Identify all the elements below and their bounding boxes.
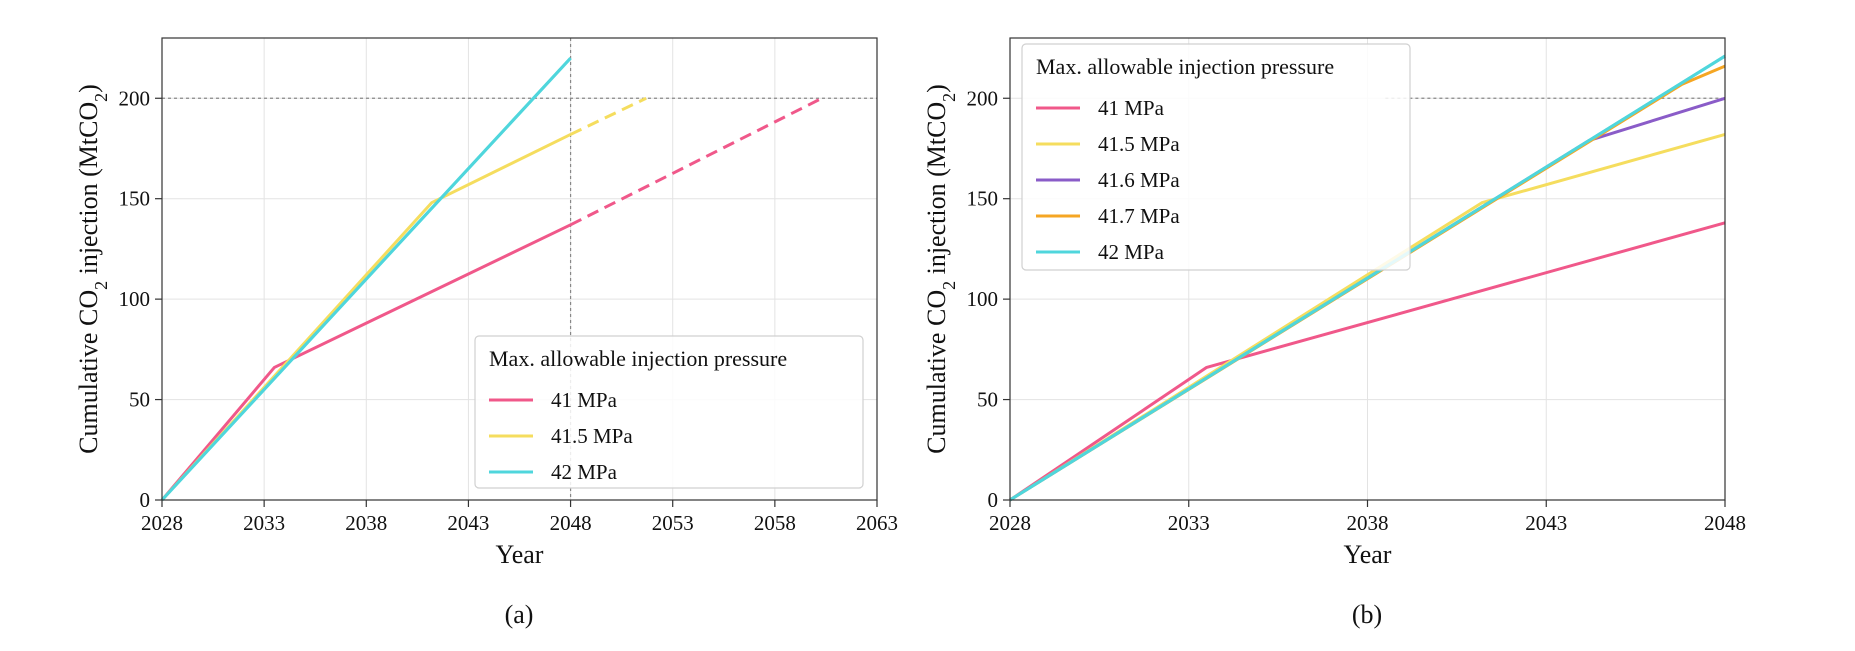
y-tick-label: 0: [988, 488, 999, 512]
legend-label: 42 MPa: [551, 460, 618, 484]
x-tick-label: 2043: [1525, 511, 1567, 535]
legend-label: 41.6 MPa: [1098, 168, 1180, 192]
legend-label: 41 MPa: [551, 388, 618, 412]
y-tick-label: 100: [119, 287, 151, 311]
x-tick-label: 2038: [1347, 511, 1389, 535]
legend-box: [474, 335, 864, 489]
x-tick-label: 2043: [447, 511, 489, 535]
x-tick-label: 2063: [856, 511, 898, 535]
legend-label: 41 MPa: [1098, 96, 1165, 120]
legend-label: 41.7 MPa: [1098, 204, 1180, 228]
series-projection-41-mpa: [569, 96, 823, 227]
panel-caption: (b): [1352, 600, 1382, 629]
y-axis-title: Cumulative CO2 injection (MtCO2): [922, 84, 959, 454]
x-axis-title: Year: [496, 540, 544, 569]
x-tick-label: 2028: [989, 511, 1031, 535]
series-projection-41-5-mpa: [569, 96, 647, 136]
y-tick-label: 100: [967, 287, 999, 311]
y-tick-label: 200: [119, 86, 151, 110]
y-tick-label: 150: [119, 187, 151, 211]
legend-title: Max. allowable injection pressure: [489, 346, 787, 371]
x-tick-label: 2058: [754, 511, 796, 535]
plot-frame: [161, 37, 878, 501]
x-tick-label: 2038: [345, 511, 387, 535]
y-tick-label: 0: [140, 488, 151, 512]
legend-box: [1021, 43, 1411, 271]
legend-title: Max. allowable injection pressure: [1036, 54, 1334, 79]
x-tick-label: 2033: [243, 511, 285, 535]
x-tick-label: 2033: [1168, 511, 1210, 535]
legend: Max. allowable injection pressure 41 MPa 4…: [1021, 43, 1411, 271]
x-tick-label: 2053: [652, 511, 694, 535]
y-tick-label: 200: [967, 86, 999, 110]
chart-panel-b: 2028 2033 2038 2043 2048 0 50 100 150 200 Year Cumu…: [922, 37, 1746, 629]
y-axis-title: Cumulative CO2 injection (MtCO2): [74, 84, 111, 454]
y-tick-label: 50: [129, 388, 150, 412]
legend-label: 42 MPa: [1098, 240, 1165, 264]
x-axis-title: Year: [1344, 540, 1392, 569]
series-line-top-overlay: [160, 57, 572, 502]
series-line-41-mpa: [160, 223, 572, 501]
series-line-41-mpa: [1009, 221, 1726, 502]
chart-panel-a: 2028 2033 2038 2043 2048 2053 2058 2063 0 50 100 15…: [74, 37, 898, 629]
y-tick-label: 150: [967, 187, 999, 211]
x-tick-label: 2028: [141, 511, 183, 535]
panel-caption: (a): [505, 600, 534, 629]
legend-label: 41.5 MPa: [1098, 132, 1180, 156]
series-line-top-overlay: [1009, 54, 1726, 502]
legend: Max. allowable injection pressure 41 MPa 4…: [474, 335, 864, 489]
y-tick-label: 50: [977, 388, 998, 412]
x-tick-label: 2048: [1704, 511, 1746, 535]
x-tick-label: 2048: [550, 511, 592, 535]
legend-label: 41.5 MPa: [551, 424, 633, 448]
